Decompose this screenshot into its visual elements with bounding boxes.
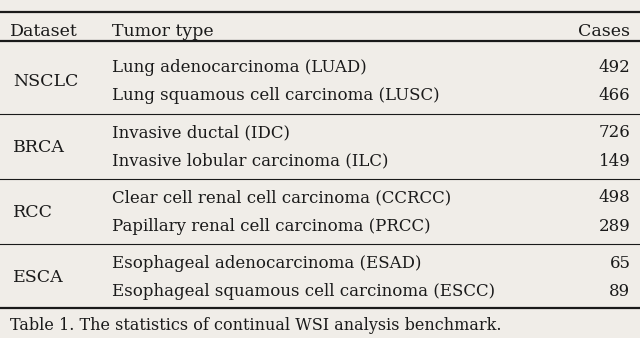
Text: Clear cell renal cell carcinoma (CCRCC): Clear cell renal cell carcinoma (CCRCC) bbox=[112, 189, 451, 206]
Text: 492: 492 bbox=[598, 59, 630, 76]
Text: RCC: RCC bbox=[13, 204, 52, 221]
Text: Cases: Cases bbox=[579, 23, 630, 40]
Text: Invasive lobular carcinoma (ILC): Invasive lobular carcinoma (ILC) bbox=[112, 153, 388, 170]
Text: Invasive ductal (IDC): Invasive ductal (IDC) bbox=[112, 124, 290, 141]
Text: 289: 289 bbox=[598, 218, 630, 235]
Text: 149: 149 bbox=[598, 153, 630, 170]
Text: Esophageal squamous cell carcinoma (ESCC): Esophageal squamous cell carcinoma (ESCC… bbox=[112, 283, 495, 300]
Text: 89: 89 bbox=[609, 283, 630, 300]
Text: Esophageal adenocarcinoma (ESAD): Esophageal adenocarcinoma (ESAD) bbox=[112, 255, 422, 272]
Text: 466: 466 bbox=[599, 87, 630, 104]
Text: NSCLC: NSCLC bbox=[13, 73, 78, 90]
Text: 65: 65 bbox=[609, 255, 630, 272]
Text: 498: 498 bbox=[598, 189, 630, 206]
Text: Tumor type: Tumor type bbox=[112, 23, 214, 40]
Text: ESCA: ESCA bbox=[13, 269, 63, 286]
Text: Dataset: Dataset bbox=[10, 23, 77, 40]
Text: Table 1. The statistics of continual WSI analysis benchmark.: Table 1. The statistics of continual WSI… bbox=[10, 317, 501, 334]
Text: Papillary renal cell carcinoma (PRCC): Papillary renal cell carcinoma (PRCC) bbox=[112, 218, 431, 235]
Text: Lung squamous cell carcinoma (LUSC): Lung squamous cell carcinoma (LUSC) bbox=[112, 87, 440, 104]
Text: Lung adenocarcinoma (LUAD): Lung adenocarcinoma (LUAD) bbox=[112, 59, 367, 76]
Text: 726: 726 bbox=[598, 124, 630, 141]
Text: BRCA: BRCA bbox=[13, 139, 65, 155]
